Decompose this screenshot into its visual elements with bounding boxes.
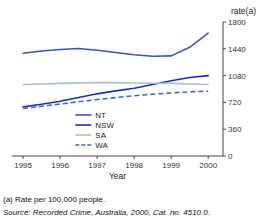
x-tick-label: 1998 (125, 161, 143, 170)
legend-swatch (75, 124, 91, 126)
x-tick-label: 1995 (14, 161, 32, 170)
x-tick (23, 156, 24, 159)
x-tick-label: 1999 (162, 161, 180, 170)
y-tick (223, 22, 226, 23)
legend-swatch (75, 144, 91, 146)
x-tick-label: 2000 (199, 161, 217, 170)
y-tick-label: 0 (228, 152, 233, 161)
legend: NTNSWSAWA (75, 111, 114, 150)
y-axis-label: rate(a) (231, 6, 256, 16)
y-tick (223, 156, 226, 157)
y-tick-label: 1440 (228, 45, 246, 54)
x-tick (60, 156, 61, 159)
y-tick (223, 129, 226, 130)
y-tick-label: 360 (228, 125, 242, 134)
plot-area (23, 33, 208, 108)
series-line (23, 91, 208, 108)
x-axis-label: Year (109, 171, 126, 181)
x-tick (134, 156, 135, 159)
series-line (23, 76, 208, 107)
y-tick (223, 75, 226, 76)
x-tick-label: 1997 (88, 161, 106, 170)
chart: 1995 1996 1997 1998 1999 2000 Year 0 360 720 1080 1… (0, 0, 259, 222)
series-line (23, 83, 208, 85)
legend-label: NSW (95, 121, 114, 130)
x-axis-line (12, 156, 223, 157)
x-tick (97, 156, 98, 159)
footnote: Source: Recorded Crime, Australia, 2000,… (3, 208, 210, 217)
legend-label: WA (95, 141, 108, 150)
y-tick-label: 1800 (228, 18, 246, 27)
y-tick (223, 48, 226, 49)
series-line (23, 33, 208, 56)
y-axis-line (223, 22, 224, 156)
y-tick-label: 1080 (228, 72, 246, 81)
y-tick (223, 102, 226, 103)
legend-swatch (75, 114, 91, 116)
legend-label: SA (95, 131, 106, 140)
x-tick (171, 156, 172, 159)
footnote: (a) Rate per 100,000 people. (3, 195, 105, 204)
legend-label: NT (95, 111, 106, 120)
legend-swatch (75, 134, 91, 136)
x-tick-label: 1996 (51, 161, 69, 170)
y-tick-label: 720 (228, 98, 242, 107)
x-tick (208, 156, 209, 159)
